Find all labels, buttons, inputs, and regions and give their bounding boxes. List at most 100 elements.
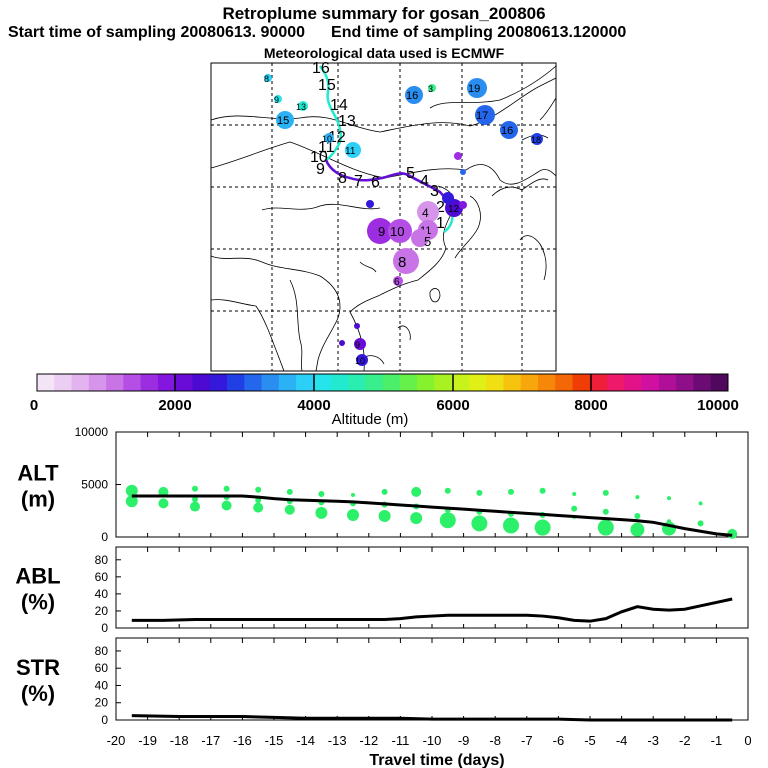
svg-text:13: 13 <box>296 102 306 112</box>
colorbar-swatch <box>710 374 729 391</box>
altitude-dot <box>571 505 578 512</box>
colorbar-tick: 6000 <box>436 397 469 414</box>
panel-abl: 80 60 40 20 0 ABL(%) <box>15 546 749 635</box>
x-tick-label: -12 <box>359 733 378 748</box>
panel-ylabel-unit: (%) <box>21 681 55 706</box>
svg-text:16: 16 <box>501 125 513 137</box>
traj-label-1: 1 <box>436 215 445 232</box>
colorbar-swatch <box>520 374 539 391</box>
altitude-dot <box>286 488 293 495</box>
plume-cluster: 16 <box>405 86 423 104</box>
x-tick-label: -16 <box>233 733 252 748</box>
traj-label-5: 5 <box>406 165 415 182</box>
colorbar-tick: 0 <box>30 397 38 414</box>
y-tick-label: 80 <box>95 553 109 567</box>
svg-text:10: 10 <box>390 224 404 239</box>
y-tick-label: 0 <box>101 621 108 635</box>
panel-frame <box>115 637 749 721</box>
svg-text:8: 8 <box>264 74 269 84</box>
plume-cluster: 10 <box>355 354 368 366</box>
colorbar-swatch <box>192 374 211 391</box>
altitude-dot <box>597 519 614 536</box>
traj-label-15: 15 <box>318 77 336 94</box>
plume-dot <box>339 340 345 346</box>
x-tick-label: -7 <box>521 733 533 748</box>
plume-cluster: 18 <box>531 133 543 145</box>
plume-dot <box>442 192 454 204</box>
colorbar-swatch <box>313 374 332 391</box>
colorbar-swatch <box>658 374 677 391</box>
colorbar-border <box>36 373 729 392</box>
colorbar-tick: 4000 <box>297 397 330 414</box>
series-line <box>131 494 733 537</box>
svg-text:6: 6 <box>394 277 400 288</box>
altitude-dot <box>158 498 169 509</box>
traj-label-6: 6 <box>371 174 380 191</box>
altitude-dot <box>634 513 641 519</box>
y-tick-label: 20 <box>95 696 109 710</box>
colorbar-swatch <box>451 374 470 391</box>
x-tick-label: -19 <box>138 733 157 748</box>
altitude-dot <box>508 488 514 495</box>
altitude-dot <box>471 515 488 532</box>
y-tick-label: 60 <box>95 570 109 584</box>
x-tick-label: -10 <box>423 733 442 748</box>
series-line <box>131 597 733 623</box>
svg-text:15: 15 <box>277 115 289 127</box>
map-coastlines <box>210 65 557 372</box>
x-tick-label: -2 <box>679 733 691 748</box>
colorbar-swatch <box>417 374 435 391</box>
colorbar-swatch <box>503 374 522 391</box>
svg-text:16: 16 <box>406 90 418 102</box>
plume-cluster: 9 <box>274 95 282 105</box>
colorbar-swatch <box>296 374 314 391</box>
svg-text:9: 9 <box>355 340 360 350</box>
x-tick-label: -3 <box>647 733 659 748</box>
svg-text:11: 11 <box>420 225 431 237</box>
y-tick-label: 5000 <box>81 478 108 492</box>
colorbar-swatch <box>382 374 401 391</box>
plume-cluster: 5 <box>411 229 431 249</box>
colorbar-tick: 10000 <box>697 397 739 414</box>
colorbar-swatch <box>244 374 263 391</box>
svg-text:12: 12 <box>448 204 460 215</box>
plume-cluster: 10 <box>388 219 412 243</box>
altitude-dot <box>697 520 704 527</box>
altitude-dot <box>667 496 671 501</box>
x-tick-label: -11 <box>391 733 409 748</box>
panel-ylabel-unit: (m) <box>21 487 55 512</box>
colorbar-swatch <box>399 374 418 391</box>
altitude-dot <box>158 486 169 497</box>
plume-cluster: 9 <box>354 338 366 350</box>
colorbar-swatch <box>589 374 608 391</box>
plume-dot <box>366 200 374 208</box>
traj-label-10: 10 <box>310 149 328 166</box>
colorbar-swatch <box>641 374 660 391</box>
start-time-label: Start time of sampling 20080613. 90000 <box>8 24 306 41</box>
x-tick-label: -15 <box>265 733 284 748</box>
plume-cluster: 4 <box>417 201 439 223</box>
plume-cluster: 10 <box>322 133 334 144</box>
colorbar-swatch <box>537 374 556 391</box>
plume-cluster: 17 <box>475 105 495 125</box>
colorbar-swatch <box>624 374 643 391</box>
map-frame <box>210 62 557 372</box>
panel-ylabel-unit: (%) <box>21 590 55 615</box>
colorbar-swatch <box>347 374 366 391</box>
altitude-colorbar <box>36 373 729 392</box>
altitude-dot <box>125 484 138 497</box>
altitude-dot <box>411 486 422 497</box>
colorbar-swatch <box>37 374 55 391</box>
traj-label-7: 7 <box>354 173 363 190</box>
colorbar-swatch <box>607 374 625 391</box>
panel-ylabel: ALT <box>17 461 59 486</box>
series-line <box>131 714 733 722</box>
altitude-dot <box>602 508 609 515</box>
altitude-dot <box>255 486 262 493</box>
x-tick-label: -13 <box>328 733 347 748</box>
altitude-dot <box>221 500 232 511</box>
plume-cluster: 6 <box>393 276 403 288</box>
altitude-dot <box>534 519 551 536</box>
colorbar-ticks: 0 2000 4000 6000 8000 10000 <box>30 397 739 414</box>
